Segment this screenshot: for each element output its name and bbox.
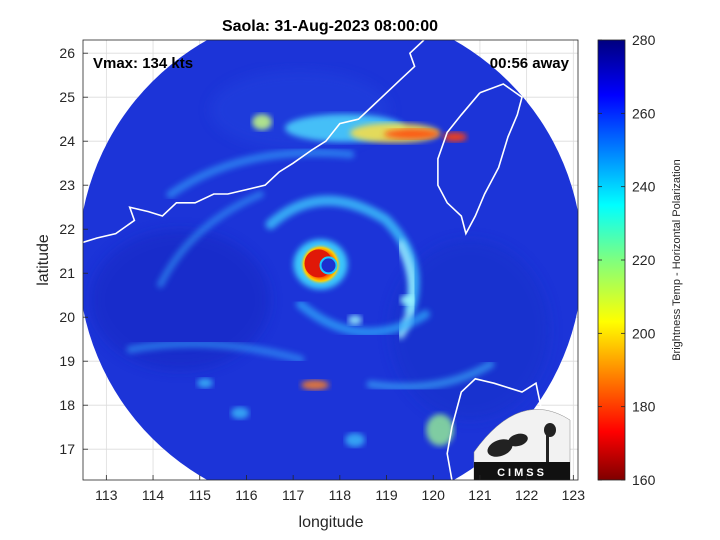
spiral-band bbox=[366, 360, 495, 391]
colorbar-tick-label: 280 bbox=[632, 32, 656, 48]
x-tick-label: 116 bbox=[235, 487, 258, 503]
northern-band bbox=[443, 132, 467, 142]
background-variation bbox=[90, 230, 270, 370]
y-tick-label: 26 bbox=[59, 45, 75, 61]
northern-band bbox=[384, 129, 440, 139]
colorbar-tick-label: 200 bbox=[632, 325, 656, 341]
spiral-band bbox=[166, 148, 355, 199]
colorbar bbox=[597, 39, 626, 481]
x-tick-label: 121 bbox=[468, 487, 492, 503]
colorbar-tick-label: 180 bbox=[632, 399, 656, 415]
colorbar-tick-label: 240 bbox=[632, 179, 656, 195]
x-tick-label: 114 bbox=[142, 487, 165, 503]
y-tick-label: 18 bbox=[59, 397, 75, 413]
y-tick-label: 21 bbox=[59, 265, 75, 281]
logo-label: CIMSS bbox=[497, 467, 547, 479]
vmax-annotation: Vmax: 134 kts bbox=[93, 55, 193, 72]
convective-cell bbox=[301, 380, 329, 390]
convective-cell bbox=[197, 378, 213, 388]
y-tick-label: 22 bbox=[59, 221, 75, 237]
storm-eye bbox=[319, 256, 338, 275]
x-tick-label: 123 bbox=[562, 487, 586, 503]
x-axis-ticks: 113 114 115 116 117 118 119 120 121 122 123 bbox=[95, 475, 585, 503]
x-tick-label: 115 bbox=[189, 487, 212, 503]
y-axis-label: latitude bbox=[35, 234, 52, 286]
axes-frame bbox=[82, 39, 579, 481]
coastline bbox=[83, 40, 425, 244]
colorbar-tick-label: 220 bbox=[632, 252, 656, 268]
background-variation bbox=[390, 240, 550, 420]
y-tick-label: 24 bbox=[59, 133, 75, 149]
time-away-annotation: 00:56 away bbox=[490, 55, 570, 72]
colorbar-label: Brightness Temp - Horizontal Polarizatio… bbox=[671, 159, 683, 361]
x-tick-label: 119 bbox=[375, 487, 398, 503]
convective-cell bbox=[252, 114, 272, 130]
x-tick-label: 118 bbox=[329, 487, 352, 503]
spiral-band bbox=[157, 190, 264, 288]
colorbar-tick-label: 160 bbox=[632, 472, 656, 488]
convective-cell bbox=[400, 295, 414, 305]
y-tick-label: 17 bbox=[59, 441, 75, 457]
x-tick-label: 117 bbox=[282, 487, 305, 503]
convective-cell bbox=[348, 315, 362, 325]
convective-cell bbox=[345, 433, 365, 447]
y-tick-label: 19 bbox=[59, 353, 75, 369]
cimss-logo: CIMSS bbox=[473, 409, 571, 481]
x-tick-label: 122 bbox=[515, 487, 539, 503]
x-tick-label: 113 bbox=[95, 487, 118, 503]
y-tick-label: 25 bbox=[59, 89, 75, 105]
x-axis-label: longitude bbox=[299, 514, 364, 531]
colorbar-ticks: 160 180 200 220 240 260 280 bbox=[598, 32, 656, 488]
y-tick-label: 23 bbox=[59, 177, 75, 193]
x-tick-label: 120 bbox=[422, 487, 446, 503]
spiral-band bbox=[296, 299, 430, 337]
taiwan-coastline bbox=[437, 83, 523, 236]
spiral-band bbox=[126, 339, 305, 364]
colorbar-tick-label: 260 bbox=[632, 105, 656, 121]
convective-features bbox=[90, 70, 550, 447]
microwave-imagery bbox=[83, 40, 578, 480]
y-axis-ticks: 17 18 19 20 21 22 23 24 25 26 bbox=[59, 45, 88, 457]
chart-title: Saola: 31-Aug-2023 08:00:00 bbox=[222, 18, 438, 35]
convective-cell bbox=[426, 414, 454, 446]
convective-cell bbox=[231, 407, 249, 419]
y-tick-label: 20 bbox=[59, 309, 75, 325]
